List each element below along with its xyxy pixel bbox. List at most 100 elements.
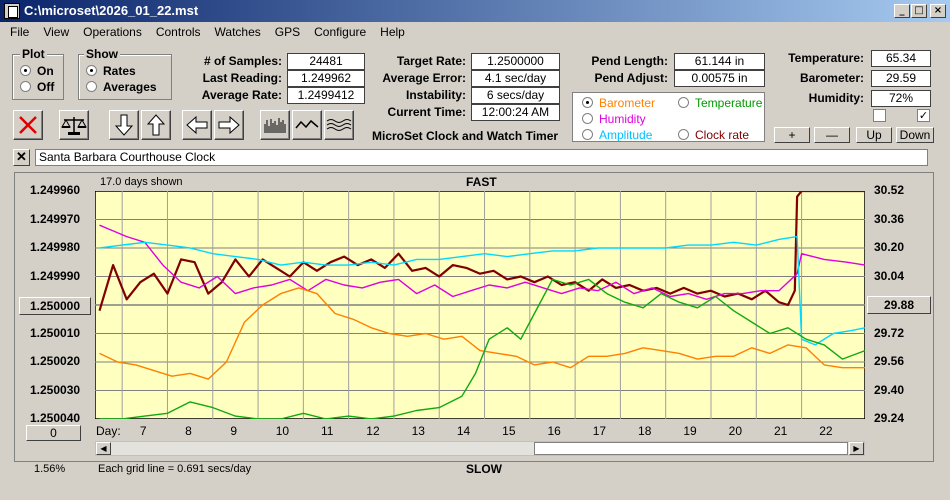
menu-file[interactable]: File (10, 25, 30, 39)
secondary-amplitude-radio[interactable]: Amplitude (582, 128, 652, 142)
day-tick-label: 21 (773, 424, 788, 438)
day-tick-label: 9 (230, 424, 238, 438)
secondary-humidity-radio[interactable]: Humidity (582, 112, 646, 126)
samples-label: # of Samples: (203, 54, 282, 68)
radio-icon (582, 129, 593, 140)
clear-data-button[interactable] (13, 110, 43, 140)
day-tick-label: 22 (819, 424, 833, 438)
menu-controls[interactable]: Controls (155, 25, 201, 39)
arrow-right-icon (218, 116, 240, 134)
average-rate-label: Average Rate: (201, 88, 282, 102)
percent-readout: 1.56% (34, 463, 66, 475)
close-icon[interactable]: × (930, 4, 946, 18)
horizontal-scrollbar[interactable]: ◀ ▶ (95, 441, 865, 456)
average-error-label: Average Error: (382, 71, 466, 85)
multi-wave-button[interactable] (324, 110, 354, 140)
barometer-label: Barometer: (799, 71, 864, 85)
day-tick-label: 11 (321, 424, 334, 438)
smooth-plot-button[interactable] (292, 110, 322, 140)
rate-center-button[interactable]: 1.250000 (19, 297, 91, 315)
target-rate-value: 1.2500000 (471, 53, 560, 70)
clear-name-button[interactable]: ✕ (13, 149, 30, 166)
maximize-icon[interactable]: □ (911, 4, 927, 18)
plot-group-title: Plot (20, 47, 47, 61)
day-tick-label: 13 (411, 424, 425, 438)
rate-chart (95, 191, 865, 419)
radio-selected-icon (86, 65, 97, 76)
day-tick-label: 16 (547, 424, 561, 438)
minus-button[interactable]: — (814, 127, 850, 143)
secondary-humidity-label: Humidity (599, 112, 646, 126)
day-tick-label: 17 (592, 424, 607, 438)
pend-length-value: 61.144 in (674, 53, 765, 70)
menu-gps[interactable]: GPS (274, 25, 301, 39)
barometer-value: 29.59 (871, 70, 931, 87)
plot-off-radio[interactable]: Off (20, 80, 54, 94)
left-tick-label: 1.249990 (30, 268, 81, 283)
scroll-right-arrow-icon[interactable]: ▶ (849, 442, 864, 455)
humidity-label: Humidity: (808, 91, 864, 105)
vertical-gridlines (121, 191, 803, 419)
scrollbar-thumb[interactable] (534, 442, 848, 455)
radio-icon (582, 113, 593, 124)
day-tick-label: 8 (185, 424, 192, 438)
right-tick-label: 29.56 (874, 354, 905, 368)
close-icon: ✕ (16, 149, 27, 164)
show-group-title: Show (84, 47, 120, 61)
arrow-up-icon (147, 114, 165, 136)
scroll-left-arrow-icon[interactable]: ◀ (96, 442, 111, 455)
instability-label: Instability: (405, 88, 466, 102)
menu-watches[interactable]: Watches (214, 25, 261, 39)
day-tick-label: 19 (683, 424, 697, 438)
radio-icon (678, 97, 689, 108)
secondary-clock-rate-radio[interactable]: Clock rate (678, 128, 749, 142)
left-tick-label: 1.249980 (30, 240, 81, 254)
secondary-barometer-radio[interactable]: Barometer (582, 96, 655, 110)
right-tick-label: 29.40 (874, 382, 905, 397)
last-reading-value: 1.249962 (287, 70, 365, 87)
clock-name-input[interactable]: Santa Barbara Courthouse Clock (35, 149, 928, 166)
left-tick-label: 1.250030 (30, 382, 81, 397)
right-tick-label: 30.04 (874, 268, 905, 283)
day-tick-label: 20 (728, 424, 742, 438)
temperature-value: 65.34 (871, 50, 931, 67)
secondary-center-button[interactable]: 29.88 (867, 296, 931, 314)
left-tick-label: 1.250010 (30, 325, 81, 340)
horizontal-gridlines (95, 219, 865, 391)
app-icon (4, 3, 20, 19)
plot-off-label: Off (37, 80, 55, 94)
secondary-clock-rate-label: Clock rate (695, 128, 750, 142)
right-tick-label: 30.36 (874, 211, 905, 226)
scroll-down-button[interactable] (109, 110, 139, 140)
series-line-0 (98, 191, 865, 312)
up-button[interactable]: Up (856, 127, 892, 143)
scroll-left-button[interactable] (182, 110, 212, 140)
menu-operations[interactable]: Operations (83, 25, 142, 39)
secondary-amplitude-label: Amplitude (599, 128, 653, 142)
radio-icon (20, 81, 31, 92)
plot-on-radio[interactable]: On (20, 64, 54, 78)
option-checkbox-2[interactable]: ✓ (917, 109, 930, 122)
show-averages-radio[interactable]: Averages (86, 80, 157, 94)
right-tick-label: 30.20 (874, 240, 905, 254)
right-tick-label: 29.72 (874, 325, 905, 340)
menu-help[interactable]: Help (380, 25, 405, 39)
down-button[interactable]: Down (896, 127, 934, 143)
secondary-barometer-label: Barometer (599, 96, 656, 110)
series-line-2 (99, 235, 865, 346)
scroll-up-button[interactable] (141, 110, 171, 140)
menu-view[interactable]: View (43, 25, 70, 39)
option-checkbox-1[interactable] (873, 109, 886, 122)
scroll-right-button[interactable] (214, 110, 244, 140)
secondary-temperature-radio[interactable]: Temperature (678, 96, 762, 110)
radio-selected-icon (582, 97, 593, 108)
show-rates-radio[interactable]: Rates (86, 64, 136, 78)
menu-configure[interactable]: Configure (314, 25, 367, 39)
plus-button[interactable]: + (774, 127, 810, 143)
raw-plot-button[interactable] (260, 110, 290, 140)
balance-button[interactable] (59, 110, 89, 140)
day-tick-label: 18 (638, 424, 652, 438)
minimize-icon[interactable]: _ (894, 4, 910, 18)
zero-button[interactable]: 0 (26, 425, 81, 441)
title-bar: C:\microset\2026_01_22.mst _ □ × (0, 0, 950, 22)
